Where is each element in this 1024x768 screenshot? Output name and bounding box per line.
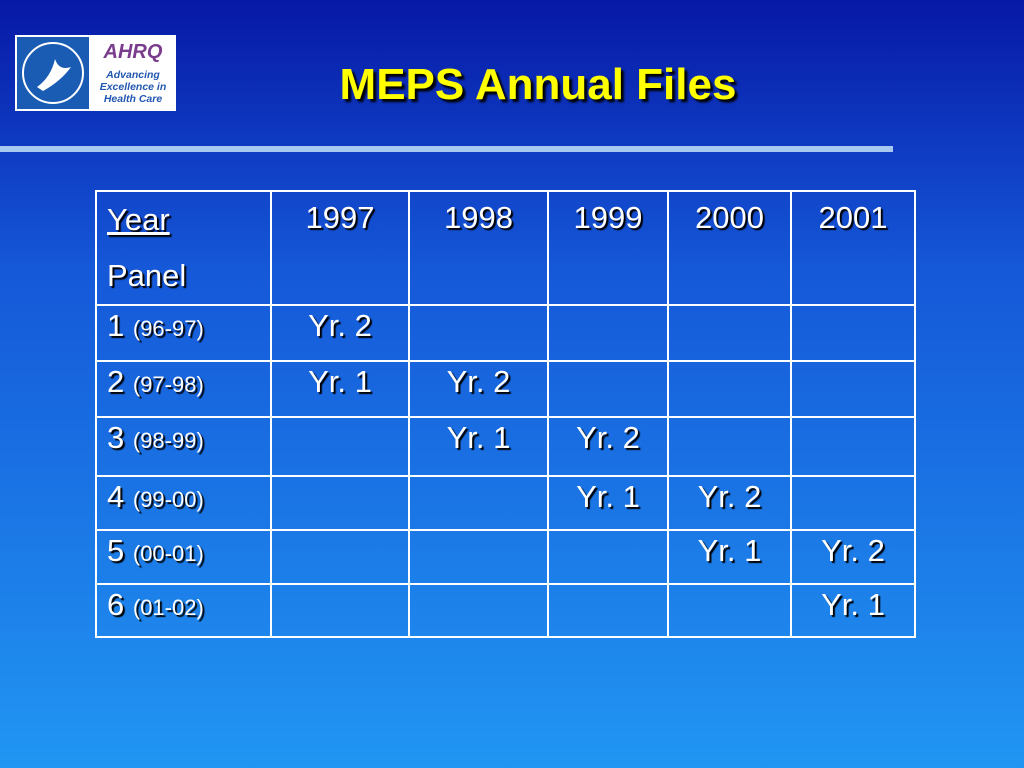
panel-number: 6	[107, 587, 125, 622]
empty-cell	[270, 416, 410, 477]
tagline-line: Health Care	[103, 93, 163, 105]
empty-cell	[270, 583, 410, 638]
panel-cell: 1 (96-97)	[95, 304, 272, 362]
hhs-seal	[17, 37, 89, 109]
corner-cell: Year Panel	[95, 190, 272, 306]
empty-cell	[547, 304, 669, 362]
empty-cell	[667, 360, 792, 418]
agency-name: AHRQ	[103, 41, 163, 63]
empty-cell	[408, 583, 549, 638]
empty-cell	[408, 529, 549, 585]
empty-cell	[667, 583, 792, 638]
empty-cell	[270, 475, 410, 531]
column-header: 1998	[408, 190, 549, 306]
panel-cell: 5 (00-01)	[95, 529, 272, 585]
tagline-line: Advancing	[106, 69, 160, 81]
panel-period: (96-97)	[132, 316, 204, 341]
empty-cell	[790, 475, 916, 531]
empty-cell	[547, 583, 669, 638]
panel-number: 3	[107, 420, 125, 455]
empty-cell	[667, 416, 792, 477]
logo: AHRQ Advancing Excellence in Health Care	[15, 35, 176, 111]
column-header: 1997	[270, 190, 410, 306]
empty-cell	[790, 360, 916, 418]
year-cell: Yr. 1	[408, 416, 549, 477]
table-row: 1 (96-97) Yr. 2	[95, 304, 916, 362]
title-rule	[0, 146, 893, 152]
year-label: Year	[107, 202, 170, 237]
panel-label: Panel	[107, 258, 187, 293]
panel-cell: 4 (99-00)	[95, 475, 272, 531]
panel-cell: 6 (01-02)	[95, 583, 272, 638]
table-row: 3 (98-99) Yr. 1 Yr. 2	[95, 416, 916, 477]
panel-cell: 3 (98-99)	[95, 416, 272, 477]
year-cell: Yr. 2	[667, 475, 792, 531]
column-header: 1999	[547, 190, 669, 306]
table-row: 6 (01-02) Yr. 1	[95, 583, 916, 638]
empty-cell	[408, 475, 549, 531]
year-cell: Yr. 2	[547, 416, 669, 477]
empty-cell	[790, 416, 916, 477]
table-row: 4 (99-00) Yr. 1 Yr. 2	[95, 475, 916, 531]
slide-title: MEPS Annual Files	[339, 60, 737, 109]
panel-number: 2	[107, 364, 125, 399]
panel-number: 1	[107, 308, 125, 343]
empty-cell	[547, 529, 669, 585]
tagline: Advancing Excellence in Health Care	[93, 69, 173, 105]
year-cell: Yr. 2	[270, 304, 410, 362]
panel-table: Year Panel 1997 1998 1999 2000 2001 1 (96-97) Yr…	[95, 190, 916, 638]
empty-cell	[667, 304, 792, 362]
panel-period: (98-99)	[132, 428, 204, 453]
empty-cell	[547, 360, 669, 418]
panel-cell: 2 (97-98)	[95, 360, 272, 418]
table-row: 2 (97-98) Yr. 1 Yr. 2	[95, 360, 916, 418]
column-header: 2001	[790, 190, 916, 306]
column-header: 2000	[667, 190, 792, 306]
year-cell: Yr. 1	[790, 583, 916, 638]
year-cell: Yr. 2	[408, 360, 549, 418]
panel-number: 4	[107, 479, 125, 514]
tagline-line: Excellence in	[99, 81, 167, 93]
panel-period: (00-01)	[132, 541, 204, 566]
empty-cell	[790, 304, 916, 362]
year-cell: Yr. 1	[270, 360, 410, 418]
empty-cell	[270, 529, 410, 585]
table-row: 5 (00-01) Yr. 1 Yr. 2	[95, 529, 916, 585]
panel-number: 5	[107, 533, 125, 568]
year-cell: Yr. 2	[790, 529, 916, 585]
panel-period: (01-02)	[132, 595, 204, 620]
year-cell: Yr. 1	[667, 529, 792, 585]
panel-period: (99-00)	[132, 487, 204, 512]
empty-cell	[408, 304, 549, 362]
year-cell: Yr. 1	[547, 475, 669, 531]
header-row: Year Panel 1997 1998 1999 2000 2001	[95, 190, 916, 306]
panel-period: (97-98)	[132, 372, 204, 397]
